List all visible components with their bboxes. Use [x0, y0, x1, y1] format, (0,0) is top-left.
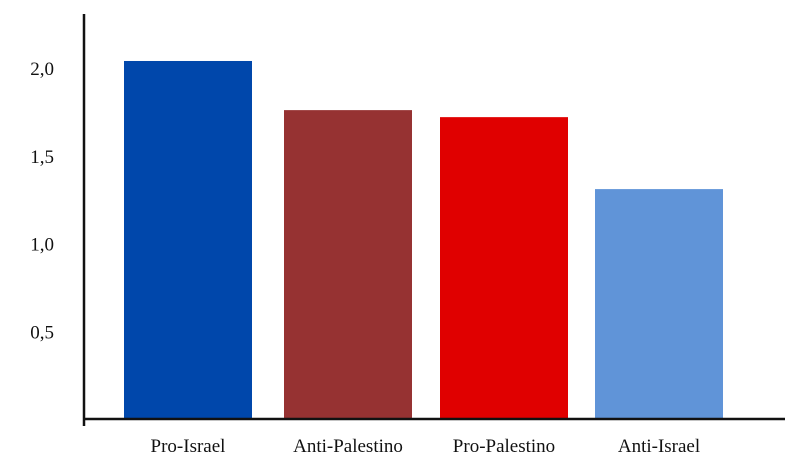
- bars-layer: [124, 60, 723, 420]
- bar-pro-israel: [124, 60, 252, 419]
- y-tick-label: 1,0: [30, 235, 54, 256]
- y-tick-labels: 0,5 1,0 1,5 2,0: [30, 59, 54, 343]
- x-tick-label: Pro-Israel: [151, 436, 226, 457]
- x-tick-label: Pro-Palestino: [453, 436, 555, 457]
- y-tick-label: 0,5: [30, 322, 54, 343]
- bar-anti-palestino: [284, 110, 412, 420]
- bar-pro-palestino: [440, 117, 568, 419]
- x-tick-label: Anti-Palestino: [293, 436, 403, 457]
- y-tick-label: 1,5: [30, 147, 54, 168]
- x-category-labels: Pro-Israel Anti-Palestino Pro-Palestino Ant…: [151, 436, 701, 457]
- x-tick-label: Anti-Israel: [618, 436, 700, 457]
- bar-anti-israel: [595, 189, 723, 419]
- y-tick-label: 2,0: [30, 59, 54, 80]
